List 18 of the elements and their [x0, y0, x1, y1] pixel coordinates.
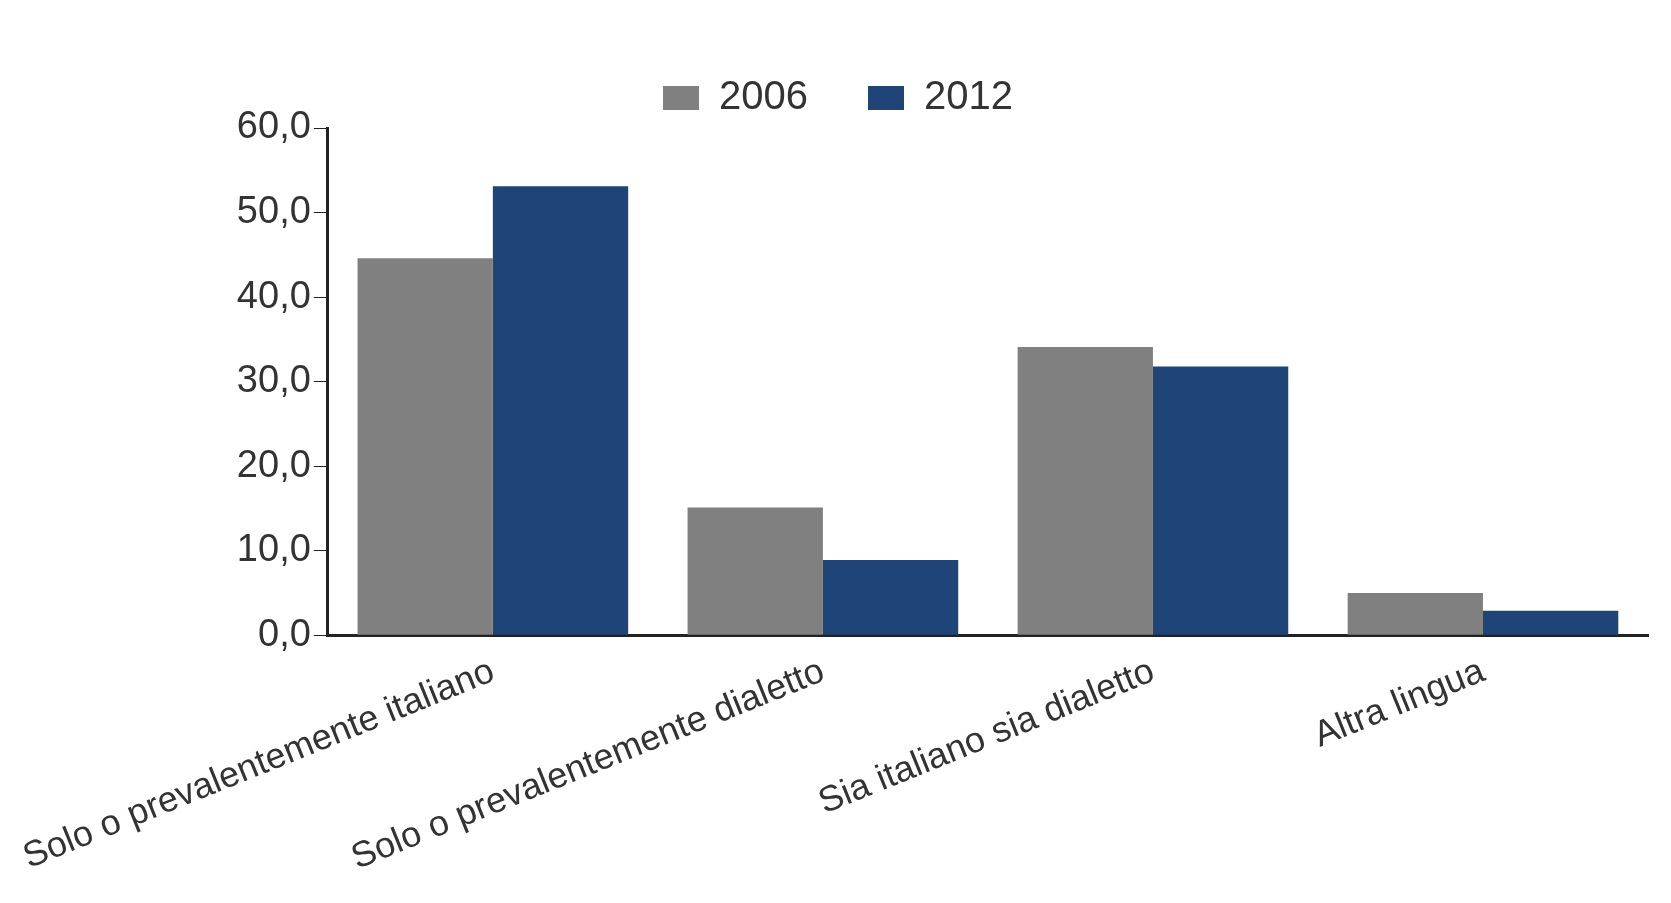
bar: [357, 258, 493, 635]
bar: [1347, 593, 1483, 635]
bar: [1482, 610, 1619, 635]
bar: [1017, 346, 1153, 635]
y-tick-label: 50,0: [236, 189, 311, 232]
bar: [822, 560, 959, 635]
y-tick-label: 0,0: [258, 611, 311, 654]
bar: [1152, 366, 1289, 635]
bar: [687, 507, 823, 635]
y-tick-label: 20,0: [236, 442, 311, 485]
x-tick-label: Altra lingua: [1307, 648, 1491, 755]
y-tick-label: 60,0: [236, 104, 311, 147]
bar: [492, 186, 629, 635]
y-tick-label: 40,0: [236, 273, 311, 316]
legend-label: 2012: [924, 73, 1013, 118]
legend-label: 2006: [719, 73, 808, 118]
y-tick-label: 10,0: [236, 527, 311, 570]
y-tick-label: 30,0: [236, 358, 311, 401]
